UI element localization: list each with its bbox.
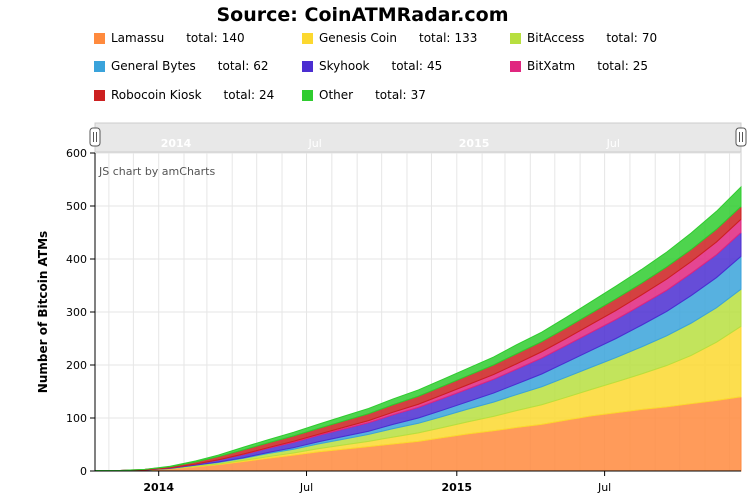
legend-swatch: [510, 60, 521, 72]
legend-label: Genesis Coin: [319, 31, 397, 45]
x-tick-label: 2015: [441, 481, 472, 494]
legend-label: Lamassu: [111, 31, 165, 45]
legend-label: Robocoin Kiosk: [111, 88, 202, 102]
legend-total-prefix: total:: [375, 88, 407, 102]
legend-total-value: 140: [221, 31, 245, 45]
legend-swatch: [94, 32, 105, 44]
legend-total-prefix: total:: [223, 88, 256, 102]
legend-total-prefix: total:: [186, 31, 218, 45]
scrollbar-tick-label: Jul: [606, 137, 620, 150]
x-tick-label: Jul: [299, 481, 313, 494]
scrollbar-track: [94, 122, 742, 153]
legend-item-robocoin-kiosk[interactable]: Robocoin Kiosk total: 24: [94, 87, 274, 103]
legend-item-other[interactable]: Other total: 37: [302, 87, 426, 103]
legend-label: Skyhook: [319, 59, 370, 73]
legend-total-value: 25: [632, 59, 649, 73]
y-tick-label: 600: [66, 147, 87, 160]
scrollbar-tick-label: 2015: [459, 137, 490, 150]
legend-total-value: 62: [253, 59, 269, 73]
legend-swatch: [302, 89, 313, 101]
legend-item-bitxatm[interactable]: BitXatm total: 25: [510, 58, 648, 74]
scrollbar-right-handle: [735, 127, 747, 147]
y-tick-label: 500: [66, 200, 87, 213]
legend-total-prefix: total:: [597, 59, 629, 73]
chart-credit[interactable]: JS chart by amCharts: [98, 165, 215, 178]
chart-axes: 0 100 200 300 400 500 600 2014 Jul 2015 Jul: [66, 147, 741, 494]
y-axis-title: Number of Bitcoin ATMs: [36, 231, 50, 393]
legend-total-value: 70: [641, 31, 658, 45]
y-tick-label: 0: [80, 465, 87, 478]
legend-swatch: [510, 32, 521, 44]
legend-label: Other: [319, 88, 354, 102]
legend-swatch: [302, 60, 313, 72]
legend-total-value: 24: [259, 88, 275, 102]
scrollbar-tick-label: Jul: [308, 137, 322, 150]
y-tick-label: 100: [66, 412, 87, 425]
scrollbar-left-handle: [89, 127, 101, 147]
area-other: [95, 185, 742, 471]
chart-legend: Lamassu total: 140 Genesis Coin total: 1…: [0, 0, 755, 110]
legend-total-value: 133: [454, 31, 478, 45]
legend-total-prefix: total:: [217, 59, 250, 73]
legend-item-lamassu[interactable]: Lamassu total: 140: [94, 30, 245, 46]
source-title: Source: CoinATMRadar.com: [216, 4, 509, 26]
legend-total-prefix: total:: [391, 59, 423, 73]
x-tick-label: Jul: [597, 481, 611, 494]
legend-total-value: 37: [410, 88, 426, 102]
legend-label: BitXatm: [527, 59, 576, 73]
chart-scrollbar[interactable]: 2014 Jul 2015 Jul: [89, 122, 747, 153]
legend-label: General Bytes: [111, 59, 196, 73]
area-series-group: [94, 185, 742, 472]
legend-swatch: [302, 32, 313, 44]
scrollbar-tick-label: 2014: [161, 137, 192, 150]
legend-item-bitaccess[interactable]: BitAccess total: 70: [510, 30, 657, 46]
y-tick-label: 400: [66, 253, 87, 266]
legend-total-value: 45: [426, 59, 443, 73]
legend-total-prefix: total:: [606, 31, 638, 45]
legend-item-general-bytes[interactable]: General Bytes total: 62: [94, 58, 269, 74]
x-tick-label: 2014: [143, 481, 174, 494]
legend-item-genesis-coin[interactable]: Genesis Coin total: 133: [302, 30, 477, 46]
y-tick-label: 200: [66, 359, 87, 372]
legend-item-skyhook[interactable]: Skyhook total: 45: [302, 58, 442, 74]
legend-swatch: [94, 60, 105, 72]
legend-label: BitAccess: [527, 31, 585, 45]
legend-total-prefix: total:: [418, 31, 451, 45]
y-tick-label: 300: [66, 306, 87, 319]
legend-swatch: [94, 89, 105, 101]
